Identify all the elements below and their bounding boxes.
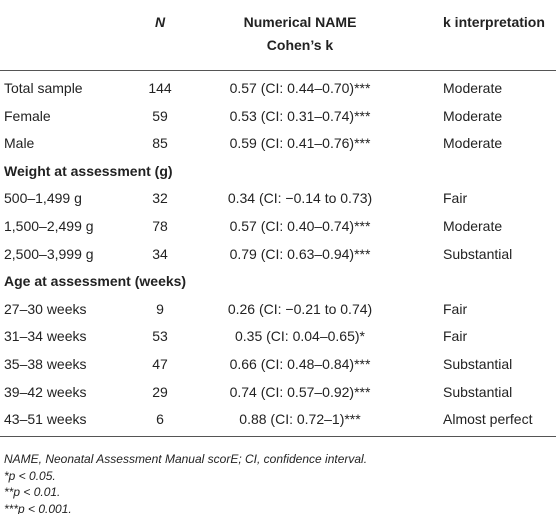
cell-n: 53: [152, 328, 168, 345]
cell-kappa: 0.53 (CI: 0.31–0.74)***: [229, 107, 371, 124]
cell-n: 78: [152, 218, 168, 234]
header-kappa: Numerical NAME: [243, 14, 357, 30]
cell-n: 59: [152, 107, 168, 124]
cell-kappa: 0.74 (CI: 0.57–0.92)***: [229, 383, 371, 400]
cell-kappa: 0.35 (CI: 0.04–0.65)*: [235, 328, 365, 345]
cell-kappa: 0.34 (CI: −0.14 to 0.73): [227, 190, 373, 207]
cell-interpretation: Substantial: [443, 245, 513, 262]
cell-interpretation: Fair: [443, 300, 468, 317]
cell-kappa: 0.79 (CI: 0.63–0.94)***: [229, 245, 371, 262]
cell-interpretation: Almost perfect: [443, 411, 533, 428]
row-label: Male: [4, 135, 35, 152]
cell-n: 6: [156, 411, 164, 428]
row-label: 1,500–2,499 g: [4, 218, 94, 234]
cell-kappa: 0.57 (CI: 0.40–0.74)***: [229, 218, 371, 234]
cell-kappa: 0.57 (CI: 0.44–0.70)***: [229, 80, 371, 96]
row-label: Female: [4, 107, 51, 124]
header-kappa: Cohen’s k: [266, 37, 334, 53]
cell-n: 85: [152, 135, 168, 152]
cell-interpretation: Moderate: [443, 107, 503, 124]
row-label: 35–38 weeks: [4, 356, 87, 372]
header-n: N: [154, 14, 166, 30]
cell-n: 32: [152, 190, 168, 207]
section-label: Weight at assessment (g): [4, 162, 173, 179]
row-label: 27–30 weeks: [4, 300, 87, 317]
cell-interpretation: Moderate: [443, 218, 503, 234]
row-label: 39–42 weeks: [4, 383, 87, 400]
header-interpretation: k interpretation: [443, 14, 545, 30]
cell-kappa: 0.26 (CI: −0.21 to 0.74): [227, 300, 373, 317]
cell-n: 9: [156, 300, 164, 317]
cell-interpretation: Moderate: [443, 80, 503, 96]
footnote: *p < 0.05.: [4, 468, 56, 483]
cell-kappa: 0.59 (CI: 0.41–0.76)***: [229, 135, 371, 152]
cell-n: 29: [152, 383, 168, 400]
cell-interpretation: Substantial: [443, 383, 513, 400]
cell-n: 34: [152, 245, 168, 262]
rule: [0, 436, 556, 437]
cell-n: 47: [152, 356, 168, 372]
cell-n: 144: [148, 80, 172, 96]
cell-kappa: 0.88 (CI: 0.72–1)***: [239, 411, 361, 428]
row-label: 43–51 weeks: [4, 411, 87, 428]
footnote: **p < 0.01.: [4, 485, 61, 499]
cell-kappa: 0.66 (CI: 0.48–0.84)***: [229, 356, 371, 372]
cell-interpretation: Moderate: [443, 135, 503, 152]
cell-interpretation: Substantial: [443, 356, 513, 372]
row-label: 31–34 weeks: [4, 328, 87, 345]
cell-interpretation: Fair: [443, 328, 468, 345]
footnote: NAME, Neonatal Assessment Manual scorE; …: [4, 452, 368, 466]
rule: [0, 70, 556, 71]
row-label: Total sample: [4, 80, 83, 96]
row-label: 2,500–3,999 g: [4, 245, 94, 262]
cell-interpretation: Fair: [443, 190, 468, 207]
row-label: 500–1,499 g: [4, 190, 82, 207]
section-label: Age at assessment (weeks): [4, 273, 187, 290]
footnote: ***p < 0.001.: [4, 501, 72, 514]
